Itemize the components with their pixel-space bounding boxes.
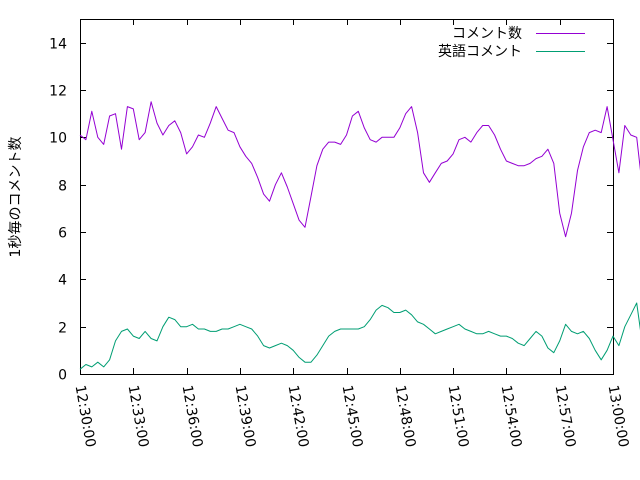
y-tick-label: 2	[58, 321, 67, 337]
y-tick-label: 14	[49, 37, 67, 53]
y-tick-label: 6	[58, 226, 67, 242]
legend-label-1: コメント数	[452, 26, 522, 42]
x-tick-label: 13:00:00	[605, 384, 632, 449]
y-tick-label: 0	[58, 368, 67, 384]
x-tick-label: 12:30:00	[72, 384, 99, 449]
x-tick-label: 12:33:00	[125, 384, 152, 449]
series-line-2	[79, 302, 640, 370]
y-axis-label: 1秒毎のコメント数	[8, 137, 24, 258]
series-line-1	[79, 101, 640, 238]
x-tick-label: 12:48:00	[392, 384, 419, 449]
x-tick-label: 12:39:00	[232, 384, 259, 449]
y-tick-label: 10	[49, 131, 67, 147]
plot-area	[80, 19, 614, 375]
legend-label-2: 英語コメント	[438, 43, 522, 60]
y-tick-label: 12	[49, 84, 67, 100]
x-tick-label: 12:45:00	[339, 384, 366, 449]
x-tick-label: 12:54:00	[498, 384, 525, 449]
y-tick-label: 8	[58, 179, 67, 195]
x-tick-label: 12:51:00	[445, 384, 472, 449]
series-layer	[79, 101, 640, 370]
y-axis: 0 2 4 6 8 10 12 14	[49, 37, 613, 384]
x-tick-label: 12:57:00	[552, 384, 579, 449]
x-tick-label: 12:36:00	[179, 384, 206, 449]
x-tick-label: 12:42:00	[285, 384, 312, 449]
plot-frame	[80, 19, 614, 375]
x-axis: 12:30:00 12:33:00 12:36:00 12:39:00 12:42:00…	[72, 19, 632, 449]
y-tick-label: 4	[58, 273, 67, 289]
